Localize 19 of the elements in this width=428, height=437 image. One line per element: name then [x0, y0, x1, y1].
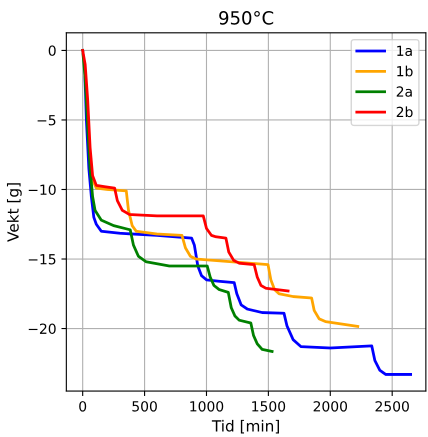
legend-label: 2a — [396, 86, 412, 97]
y-tick-label: −15 — [28, 254, 56, 264]
y-tick-label: −5 — [38, 115, 56, 126]
y-axis-title: Vekt [g] — [6, 183, 22, 242]
legend-label: 2b — [396, 106, 413, 118]
y-tick-label: 0 — [48, 45, 56, 56]
legend-label: 1a — [397, 46, 412, 56]
x-axis-title: Tid [min] — [212, 420, 279, 434]
x-tick-label: 2500 — [376, 401, 409, 412]
x-tick-label: 2000 — [314, 401, 348, 412]
legend-label: 1b — [397, 66, 413, 76]
line-series — [81, 49, 290, 292]
chart-title: 950°C — [219, 11, 274, 25]
y-tick-label: −20 — [28, 324, 56, 334]
x-tick-label: 1500 — [252, 401, 286, 412]
x-tick-label: 1000 — [190, 401, 224, 412]
y-tick-label: −10 — [28, 184, 56, 195]
x-tick-label: 0 — [79, 401, 86, 412]
x-tick-label: 500 — [132, 401, 157, 412]
